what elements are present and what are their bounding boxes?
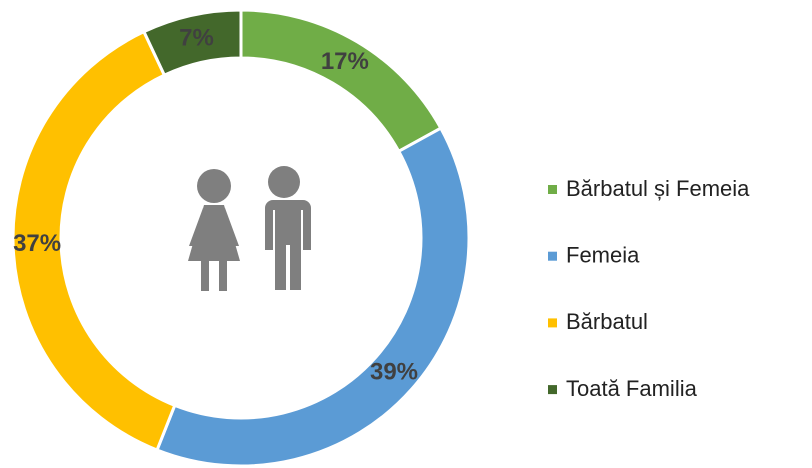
- legend-marker: [548, 385, 557, 395]
- legend-label: Bărbatul și Femeia: [566, 176, 750, 201]
- donut-slice: [141, 8, 243, 78]
- legend-label: Bărbatul: [566, 309, 648, 334]
- legend-marker: [548, 318, 557, 328]
- value-label: 7%: [179, 24, 214, 51]
- value-label: 37%: [13, 230, 61, 257]
- legend-marker: [548, 185, 557, 194]
- value-label: 17%: [321, 48, 369, 75]
- legend-label: Toată Familia: [566, 376, 698, 401]
- donut-slice: [11, 29, 177, 452]
- legend-label: Femeia: [566, 243, 640, 268]
- donut-slice: [239, 8, 443, 154]
- legend-marker: [548, 251, 557, 261]
- people-icon: [188, 166, 311, 291]
- donut-slice: [155, 126, 471, 468]
- value-label: 39%: [370, 358, 418, 385]
